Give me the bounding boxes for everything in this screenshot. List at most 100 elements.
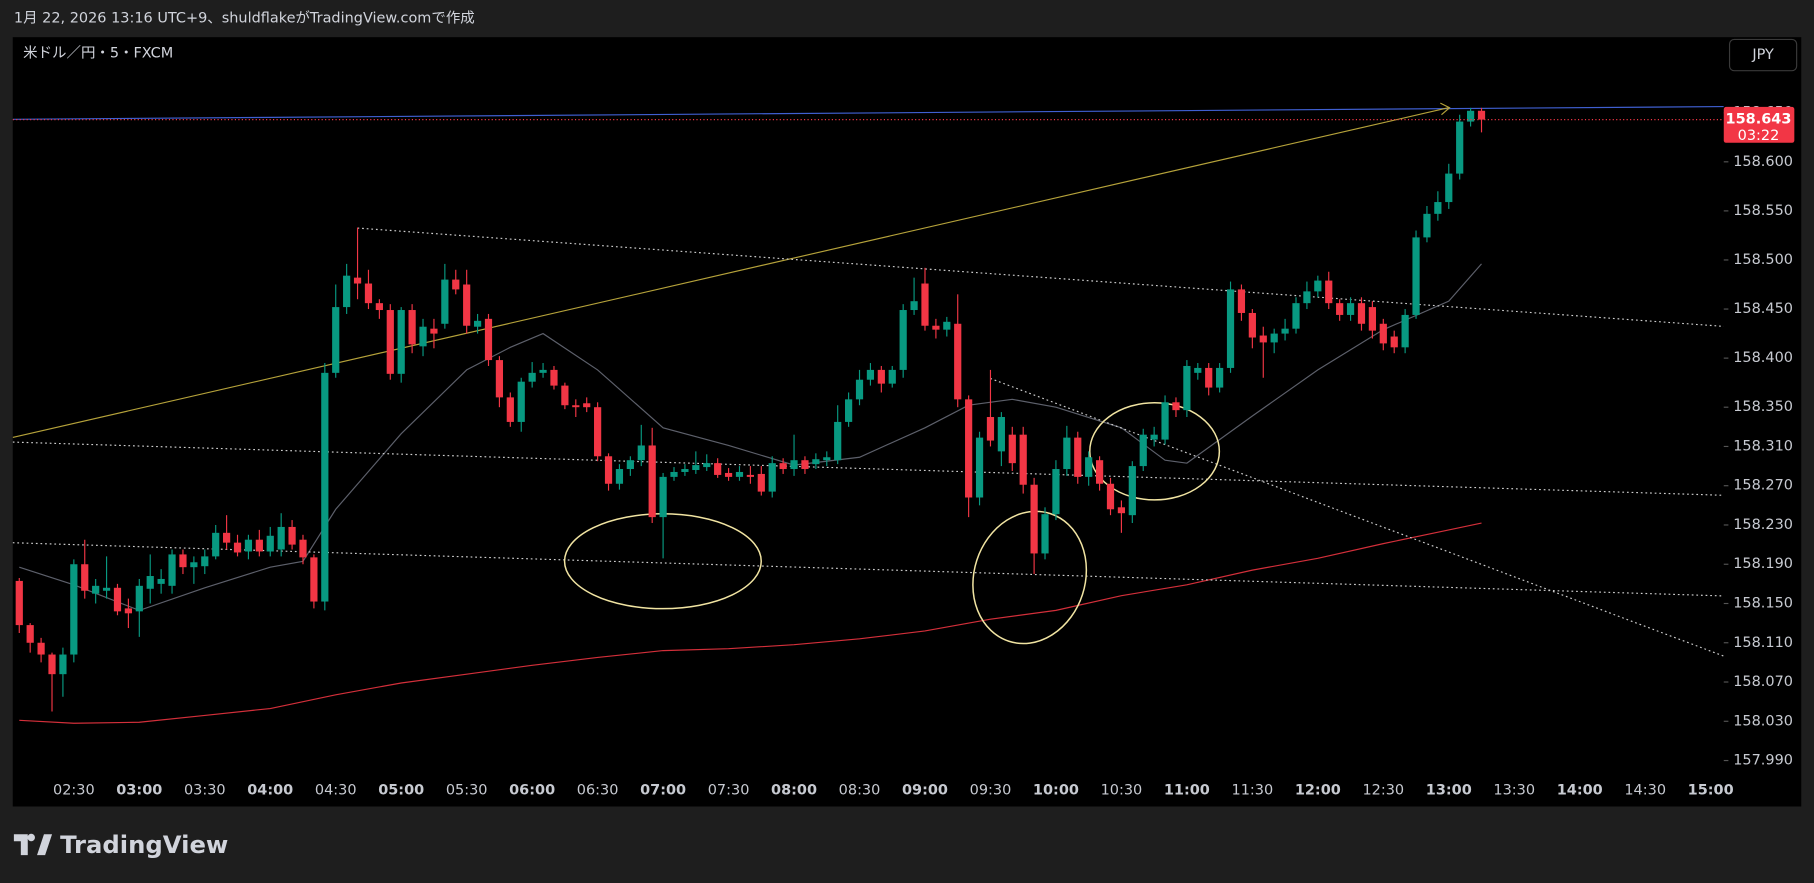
candle-body (1357, 303, 1366, 324)
candle-body (1270, 333, 1278, 343)
candle-body (1379, 323, 1387, 344)
candle-body (70, 564, 78, 655)
candle-body (1183, 365, 1191, 411)
candle-body (1237, 289, 1246, 313)
x-tick-label: 06:30 (577, 782, 619, 798)
moving-average (19, 522, 1482, 724)
x-tick-label: 07:00 (640, 782, 686, 798)
candle-body (986, 417, 995, 441)
candle-body (146, 576, 154, 589)
candle-body (102, 587, 111, 591)
currency-button-frame[interactable] (1728, 38, 1798, 72)
candle-body (834, 421, 842, 461)
horizontal-ray (12, 106, 1724, 120)
candle-body (441, 279, 449, 324)
candle-body (921, 283, 929, 326)
candle-body (528, 372, 536, 382)
candle-body (1128, 466, 1136, 516)
x-tick-label: 04:30 (315, 782, 357, 798)
candle-body (452, 279, 460, 290)
candle-body (266, 535, 274, 552)
y-tick-label: 158.310 (1733, 438, 1793, 454)
candle-body (1325, 280, 1333, 304)
candle-body (1314, 280, 1322, 292)
currency-label[interactable]: JPY (1751, 47, 1774, 63)
candle-body (659, 476, 667, 518)
candle-body (615, 469, 624, 484)
candle-body (790, 460, 798, 470)
candle-body (135, 585, 143, 612)
candle-body (179, 554, 187, 568)
candle-body (594, 407, 602, 457)
y-tick-label: 157.990 (1733, 753, 1793, 769)
candle-body (899, 310, 907, 370)
candle-body (244, 539, 253, 552)
candle-body (1346, 303, 1355, 315)
candle-body (517, 381, 525, 422)
candle-body (1095, 460, 1104, 484)
price-tag-box (1723, 106, 1795, 143)
y-tick-label: 158.450 (1733, 301, 1793, 317)
candle-body (1226, 289, 1235, 368)
y-tick-label: 158.110 (1733, 635, 1793, 651)
x-tick-label: 10:30 (1101, 782, 1143, 798)
ellipse-marker (972, 510, 1088, 645)
candle-body (703, 463, 711, 468)
candle-body (1161, 402, 1169, 440)
candle-body (735, 471, 744, 477)
candle-body (1052, 469, 1060, 515)
candle-body (1085, 457, 1093, 477)
created-note: 1月 22, 2026 13:16 UTC+9、shuldflakeがTradi… (14, 10, 475, 27)
candle-body (397, 310, 405, 374)
candle-body (1030, 484, 1038, 554)
plot-area (12, 102, 1724, 724)
candle-body (15, 580, 23, 626)
candle-body (81, 564, 89, 591)
candle-body (506, 397, 514, 422)
candle-body (561, 385, 569, 406)
candle-body (866, 369, 875, 380)
candle-body (353, 277, 362, 284)
candle-body (332, 307, 340, 373)
candle-body (1434, 202, 1442, 214)
candle-body (779, 463, 787, 470)
candle-body (888, 369, 896, 384)
x-tick-label: 03:00 (116, 782, 162, 798)
candle-body (299, 539, 307, 558)
candle-body (1477, 110, 1486, 120)
candle-body (943, 321, 951, 330)
chart-panel (12, 37, 1802, 807)
candle-body (255, 539, 263, 552)
currency-button[interactable]: JPY (1728, 38, 1798, 72)
candle-body (124, 608, 132, 614)
trend-line (990, 377, 1724, 657)
candle-body (1292, 303, 1300, 329)
candle-body (1063, 437, 1071, 470)
candle-body (801, 460, 809, 470)
candle-body (572, 405, 580, 408)
candle-body (1456, 121, 1464, 174)
candle-body (1401, 314, 1409, 348)
candle-body (375, 303, 383, 311)
y-tick-label: 158.150 (1733, 595, 1793, 611)
axes: 157.990 158.030 158.070 158.110 158.150 158.1… (53, 105, 1793, 799)
y-tick-label: 158.600 (1733, 154, 1793, 170)
candle-body (768, 463, 776, 492)
candle-body (1336, 303, 1344, 315)
brand-mark (13, 833, 53, 856)
candle-body (1194, 367, 1202, 373)
candle-body (1390, 336, 1398, 348)
arrow-head (1440, 102, 1451, 116)
candle-body (1445, 173, 1453, 203)
trend-line (357, 227, 1724, 327)
x-tick-label: 15:00 (1688, 782, 1734, 798)
candle-body (637, 445, 645, 461)
x-tick-label: 12:00 (1295, 782, 1341, 798)
candle-body (277, 526, 285, 550)
x-tick-label: 09:00 (902, 782, 948, 798)
candle-body (288, 526, 296, 545)
candle-body (1216, 367, 1224, 388)
candle-body (1008, 434, 1016, 464)
